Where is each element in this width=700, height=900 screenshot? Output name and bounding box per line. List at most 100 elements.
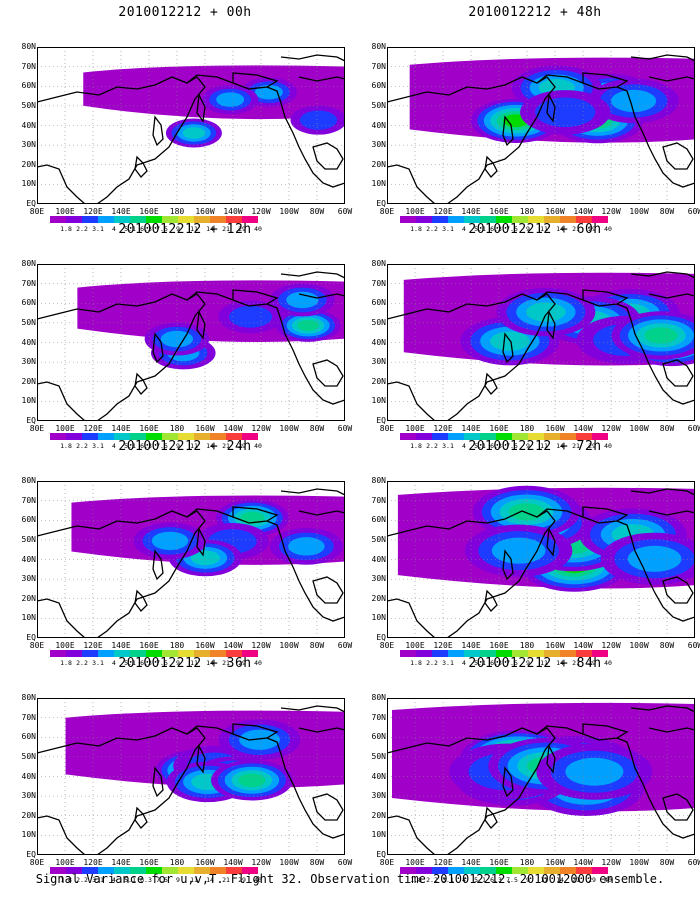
colorbar-swatch [242,650,258,657]
map-panel-12h: 2010012212 + 12h 80N 70N 60N 50N 40N 30N 20N 10N… [15,222,355,450]
colorbar [400,216,608,223]
colorbar-swatch [576,216,592,223]
latitude-label: 10N [371,179,386,189]
longitude-label: 140E [461,207,481,216]
latitude-label: 70N [371,278,386,288]
figure-caption: Signal Variance for u,v,T. Flight 32. Ob… [35,872,665,886]
colorbar [400,650,608,657]
variance-map [37,47,345,204]
colorbar-label: 14 [206,876,214,884]
colorbar-swatch [432,433,448,440]
longitude-label: 80E [379,641,395,650]
colorbar-label: 4 [462,442,466,450]
coastline [298,510,345,516]
colorbar-swatch [576,650,592,657]
longitude-label: 80E [29,207,45,216]
colorbar-labels: 1.8 2.2 3.1 4 5.1 6.3 7.5 9 11 14 21 29 40 [400,659,665,668]
colorbar-swatch [66,650,82,657]
colorbar-swatch [592,867,608,874]
longitude-label: 100E [405,424,425,433]
latitude-label: 70N [371,61,386,71]
latitude-label: 80N [21,693,36,702]
variance-field [37,698,345,855]
longitude-label: 160E [489,207,509,216]
variance-field [387,481,695,638]
colorbar-label: 1.8 [410,225,422,233]
colorbar-label: 1.8 [410,659,422,667]
coastline [312,576,344,604]
colorbar [400,433,608,440]
longitude-label: 80W [309,641,325,650]
colorbar [50,433,258,440]
colorbar-label: 2.2 [426,876,438,884]
latitude-label: 20N [21,810,36,820]
colorbar-label: 6.3 [490,225,502,233]
colorbar-label: 14 [206,659,214,667]
colorbar-swatch [560,867,576,874]
map-panel-72h: 2010012212 + 72h 80N 70N 60N 50N 40N 30N 20N 10N… [365,439,700,667]
colorbar-swatch [130,433,146,440]
variance-map [37,481,345,638]
colorbar-label: 40 [254,659,262,667]
colorbar-label: 11 [190,876,198,884]
panel-title: 2010012212 + 36h [118,656,252,671]
latitude-label: 50N [21,317,36,327]
colorbar-label: 14 [206,225,214,233]
longitude-label: 100E [55,424,75,433]
colorbar-swatch [464,216,480,223]
latitude-label: 30N [371,140,386,150]
colorbar-label: 7.5 [506,876,518,884]
coastline [298,293,345,299]
latitude-label: 30N [371,357,386,367]
coastline [37,381,86,421]
variance-contour [288,537,325,556]
colorbar-swatch [480,867,496,874]
colorbar-label: 7.5 [506,442,518,450]
colorbar-swatch [162,650,178,657]
colorbar-label: 21 [222,876,230,884]
colorbar-label: 29 [588,659,596,667]
latitude-label: 20N [21,593,36,603]
variance-contour [240,511,265,525]
colorbar-label: 40 [604,659,612,667]
coastline [536,725,584,735]
colorbar-swatch [82,433,98,440]
latitude-label: 60N [21,732,36,742]
colorbar-swatch [98,433,114,440]
longitude-label: 60W [337,858,353,867]
coastline [546,309,556,340]
latitude-label: 50N [371,100,386,110]
latitude-label: 60N [21,515,36,525]
colorbar-swatch [226,867,242,874]
latitude-label: 50N [21,751,36,761]
variance-contour [151,531,189,551]
latitude-label: 80N [21,42,36,51]
colorbar-swatch [114,867,130,874]
latitude-label: 80N [371,259,386,268]
longitude-label: 180 [519,424,535,433]
colorbar [400,867,608,874]
coastline [387,381,436,421]
coastline [630,488,695,496]
coastline [648,727,695,733]
colorbar-swatch [66,216,82,223]
latitude-label: 30N [21,357,36,367]
colorbar-label: 4 [112,442,116,450]
longitude-label: 120W [251,207,271,216]
longitude-label: 60W [337,207,353,216]
variance-contour [239,729,280,750]
colorbar-label: 1.8 [410,876,422,884]
colorbar-swatch [528,867,544,874]
latitude-label: 10N [21,179,36,189]
colorbar-swatch [66,433,82,440]
colorbar-swatch [82,650,98,657]
longitude-label: 80W [659,207,675,216]
longitude-label: 60W [687,207,700,216]
coastline [152,766,164,798]
coastline [37,164,86,204]
colorbar-label: 5.1 [124,442,136,450]
colorbar-swatch [448,433,464,440]
latitude-label: 10N [21,396,36,406]
colorbar-label: 6.3 [140,225,152,233]
longitude-label: 100W [629,207,649,216]
